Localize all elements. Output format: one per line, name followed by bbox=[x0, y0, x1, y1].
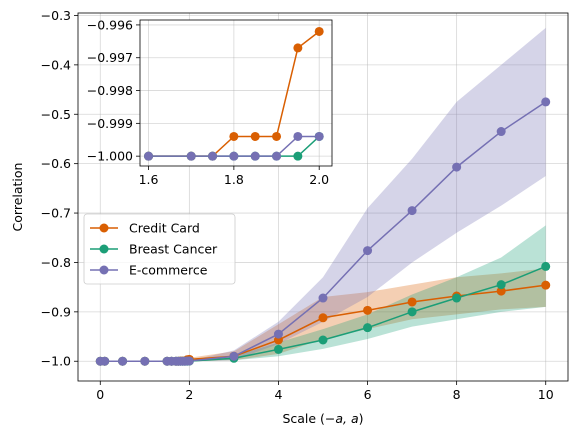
y-axis-title: Correlation bbox=[10, 163, 25, 232]
legend-box bbox=[83, 213, 236, 285]
point-breast-cancer bbox=[273, 344, 283, 354]
inset-y-tick-label: −0.999 bbox=[87, 116, 133, 131]
x-axis-title: Scale (−a, a) bbox=[282, 411, 363, 426]
inset-plot-frame bbox=[139, 19, 333, 167]
main-y-tick-label: −0.3 bbox=[41, 8, 71, 23]
main-y-axis: −1.0 −0.9 −0.8 −0.7 −0.6 −0.5 −0.4 −0.3 bbox=[41, 8, 78, 369]
inset-point-credit-card bbox=[229, 131, 239, 141]
legend-entry-e-commerce: E-commerce bbox=[90, 263, 208, 278]
main-x-tick-label: 0 bbox=[96, 387, 104, 402]
inset-point-credit-card bbox=[293, 43, 303, 53]
inset-x-tick-label: 2.0 bbox=[309, 172, 329, 187]
main-plot-frame bbox=[77, 12, 569, 382]
point-credit-card bbox=[496, 286, 506, 296]
main-x-tick-label: 10 bbox=[538, 387, 554, 402]
point-credit-card bbox=[541, 280, 551, 290]
inset-point-e-commerce bbox=[272, 151, 282, 161]
inset-point-e-commerce bbox=[293, 131, 303, 141]
main-y-tick-label: −0.8 bbox=[41, 255, 71, 270]
inset-point-e-commerce bbox=[314, 131, 324, 141]
inset-point-credit-card bbox=[314, 26, 324, 36]
point-e-commerce bbox=[496, 127, 506, 137]
inset-point-e-commerce bbox=[250, 151, 260, 161]
inset-y-tick-label: −0.996 bbox=[87, 17, 133, 32]
main-x-tick-label: 2 bbox=[185, 387, 193, 402]
point-e-commerce bbox=[118, 356, 128, 366]
main-y-tick-label: −0.7 bbox=[41, 206, 71, 221]
point-breast-cancer bbox=[541, 261, 551, 271]
inset-grid bbox=[140, 20, 332, 166]
point-breast-cancer bbox=[407, 307, 417, 317]
inset-x-tick-label: 1.6 bbox=[139, 172, 159, 187]
inset-y-tick-label: −0.998 bbox=[87, 83, 133, 98]
inset-y-tick-label: −0.997 bbox=[87, 50, 133, 65]
inset-x-axis: 1.6 1.8 2.0 bbox=[139, 166, 329, 187]
point-e-commerce bbox=[318, 293, 328, 303]
point-e-commerce bbox=[100, 356, 110, 366]
main-x-tick-label: 6 bbox=[364, 387, 372, 402]
main-y-tick-label: −0.9 bbox=[41, 304, 71, 319]
main-x-axis: 0 2 4 6 8 10 bbox=[96, 381, 554, 402]
inset-y-axis: −1.000 −0.999 −0.998 −0.997 −0.996 bbox=[87, 17, 140, 164]
point-breast-cancer bbox=[496, 280, 506, 290]
point-e-commerce bbox=[541, 97, 551, 107]
point-e-commerce bbox=[140, 356, 150, 366]
main-x-tick-label: 8 bbox=[453, 387, 461, 402]
point-e-commerce bbox=[407, 206, 417, 216]
point-e-commerce bbox=[452, 162, 462, 172]
main-series-points bbox=[95, 97, 551, 366]
point-e-commerce bbox=[273, 329, 283, 339]
point-breast-cancer bbox=[363, 323, 373, 333]
main-y-tick-label: −1.0 bbox=[41, 354, 71, 369]
main-x-tick-label: 4 bbox=[274, 387, 282, 402]
legend-label: Breast Cancer bbox=[129, 242, 218, 257]
legend-entry-credit-card: Credit Card bbox=[90, 221, 200, 236]
inset-series-points bbox=[144, 26, 324, 161]
inset-point-credit-card bbox=[250, 131, 260, 141]
inset-background bbox=[140, 20, 332, 166]
inset-point-breast-cancer bbox=[293, 151, 303, 161]
inset-point-credit-card bbox=[272, 131, 282, 141]
legend-entry-breast-cancer: Breast Cancer bbox=[90, 242, 218, 257]
point-e-commerce bbox=[229, 351, 239, 361]
point-credit-card bbox=[407, 297, 417, 307]
inset-point-e-commerce bbox=[208, 151, 218, 161]
inset-x-tick-label: 1.8 bbox=[224, 172, 244, 187]
point-e-commerce bbox=[363, 246, 373, 256]
inset-point-e-commerce bbox=[144, 151, 154, 161]
point-e-commerce bbox=[184, 356, 194, 366]
legend-label: Credit Card bbox=[129, 221, 200, 236]
point-credit-card bbox=[318, 313, 328, 323]
legend: Credit Card Breast Cancer E-commerce bbox=[83, 213, 236, 285]
main-y-tick-label: −0.4 bbox=[41, 57, 71, 72]
point-breast-cancer bbox=[318, 335, 328, 345]
inset-point-e-commerce bbox=[229, 151, 239, 161]
legend-label: E-commerce bbox=[129, 263, 208, 278]
main-y-tick-label: −0.6 bbox=[41, 156, 71, 171]
inset-y-tick-label: −1.000 bbox=[87, 149, 133, 164]
main-y-tick-label: −0.5 bbox=[41, 107, 71, 122]
point-breast-cancer bbox=[452, 293, 462, 303]
inset-point-e-commerce bbox=[186, 151, 196, 161]
point-credit-card bbox=[363, 305, 373, 315]
